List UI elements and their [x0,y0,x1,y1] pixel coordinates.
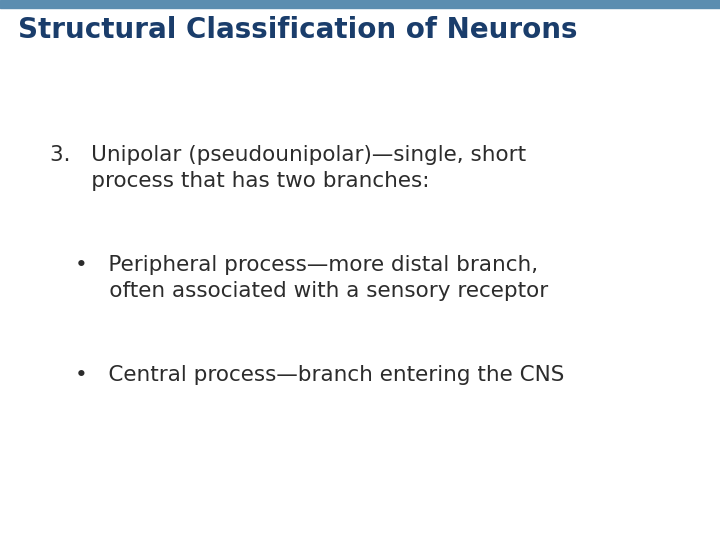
Bar [0,0,720,8]
Text: •   Central process—branch entering the CNS: • Central process—branch entering the CN… [75,365,564,385]
Text: Structural Classification of Neurons: Structural Classification of Neurons [18,16,577,44]
Text: •   Peripheral process—more distal branch,
     often associated with a sensory : • Peripheral process—more distal branch,… [75,255,548,301]
Text: 3.   Unipolar (pseudounipolar)—single, short
      process that has two branches: 3. Unipolar (pseudounipolar)—single, sho… [50,145,526,191]
